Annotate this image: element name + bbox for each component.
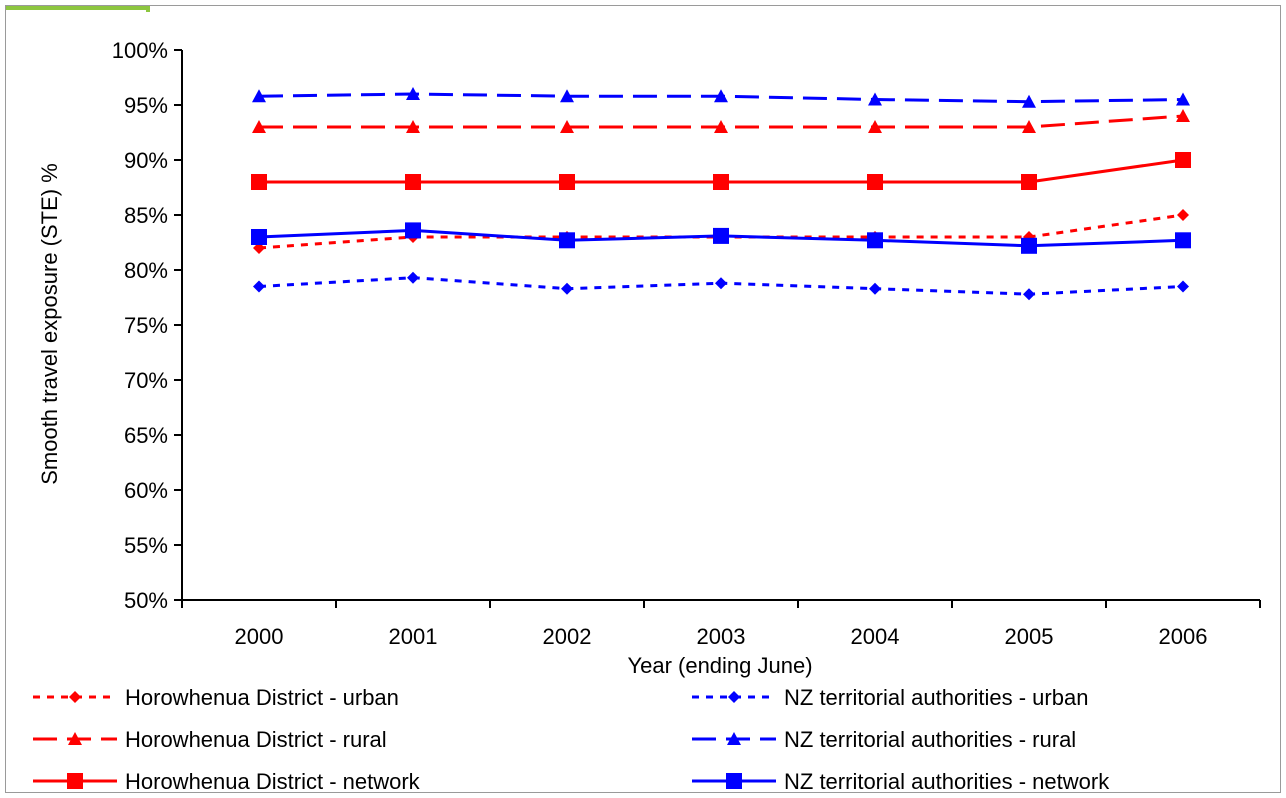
x-tick-label: 2005 xyxy=(1005,624,1054,649)
y-tick-label: 90% xyxy=(124,148,168,173)
y-tick-label: 70% xyxy=(124,368,168,393)
data-point xyxy=(1175,232,1191,249)
data-point xyxy=(714,89,728,103)
legend-label: NZ territorial authorities - urban xyxy=(784,685,1088,710)
y-tick-label: 80% xyxy=(124,258,168,283)
data-point xyxy=(1023,288,1035,301)
data-point xyxy=(715,277,727,290)
data-point xyxy=(1021,174,1037,190)
data-point xyxy=(559,174,575,190)
y-tick-label: 55% xyxy=(124,533,168,558)
x-axis-title: Year (ending June) xyxy=(627,653,812,678)
data-point xyxy=(1176,92,1190,106)
data-point xyxy=(251,229,267,245)
chart-frame xyxy=(5,5,1281,793)
y-tick-label: 95% xyxy=(124,93,168,118)
legend-marker xyxy=(68,732,82,745)
data-point xyxy=(1176,109,1190,122)
legend-item: Horowhenua District - urban xyxy=(33,685,399,710)
data-point xyxy=(406,87,420,100)
x-tick-label: 2001 xyxy=(389,624,438,649)
legend-item: NZ territorial authorities - urban xyxy=(692,685,1088,710)
data-point xyxy=(405,174,421,190)
series-nz-territorial-authorities-urban xyxy=(253,271,1189,301)
data-point xyxy=(253,280,265,293)
data-point xyxy=(252,89,266,103)
series-horowhenua-district-rural xyxy=(252,109,1190,133)
series-nz-territorial-authorities-network xyxy=(251,222,1191,254)
accent-bar xyxy=(6,6,146,10)
legend-item: Horowhenua District - rural xyxy=(33,727,387,752)
x-tick-label: 2003 xyxy=(697,624,746,649)
x-tick-label: 2002 xyxy=(543,624,592,649)
legend-label: NZ territorial authorities - rural xyxy=(784,727,1076,752)
y-axis-title: Smooth travel exposure (STE) % xyxy=(37,163,62,485)
data-point xyxy=(1021,237,1037,254)
data-point xyxy=(713,227,729,244)
legend-item: Horowhenua District - network xyxy=(33,769,421,794)
legend: Horowhenua District - urban Horowhenua Di… xyxy=(33,685,1110,794)
y-tick-label: 75% xyxy=(124,313,168,338)
legend-marker xyxy=(727,732,741,745)
series-layer xyxy=(251,87,1191,301)
data-point xyxy=(405,222,421,239)
accent-tick xyxy=(146,6,150,12)
data-point xyxy=(867,174,883,190)
x-axis: 2000 2001 2002 2003 2004 2005 2006 xyxy=(181,599,1261,649)
legend-label: Horowhenua District - urban xyxy=(125,685,399,710)
x-tick-label: 2000 xyxy=(235,624,284,649)
series-horowhenua-district-network xyxy=(251,152,1191,190)
y-tick-label: 60% xyxy=(124,478,168,503)
y-tick-label: 85% xyxy=(124,203,168,228)
x-tick-label: 2006 xyxy=(1159,624,1208,649)
data-point xyxy=(407,271,419,284)
data-point xyxy=(251,174,267,190)
legend-label: NZ territorial authorities - network xyxy=(784,769,1110,794)
series-nz-territorial-authorities-rural xyxy=(252,87,1190,108)
data-point xyxy=(868,120,882,133)
data-point xyxy=(1022,120,1036,133)
data-point xyxy=(560,89,574,103)
legend-label: Horowhenua District - network xyxy=(125,769,421,794)
data-point xyxy=(406,120,420,133)
data-point xyxy=(1177,280,1189,293)
data-point xyxy=(713,174,729,190)
data-point xyxy=(1175,152,1191,168)
data-point xyxy=(561,282,573,295)
y-tick-label: 65% xyxy=(124,423,168,448)
x-tick-label: 2004 xyxy=(851,624,900,649)
data-point xyxy=(867,232,883,249)
legend-marker xyxy=(67,773,83,789)
data-point xyxy=(869,282,881,295)
data-point xyxy=(868,92,882,106)
data-point xyxy=(252,120,266,133)
legend-marker xyxy=(728,691,740,703)
y-tick-label: 100% xyxy=(112,38,168,63)
y-tick-label: 50% xyxy=(124,588,168,613)
legend-item: NZ territorial authorities - network xyxy=(692,769,1110,794)
data-point xyxy=(1177,209,1189,221)
legend-marker xyxy=(726,773,742,789)
y-axis: 50% 55% 60% 65% 70% 75% 80% 85% 90% 95% 100% xyxy=(112,38,183,613)
data-point xyxy=(560,120,574,133)
legend-marker xyxy=(69,691,81,703)
data-point xyxy=(559,232,575,249)
data-point xyxy=(714,120,728,133)
legend-label: Horowhenua District - rural xyxy=(125,727,387,752)
data-point xyxy=(1022,94,1036,108)
legend-item: NZ territorial authorities - rural xyxy=(692,727,1076,752)
